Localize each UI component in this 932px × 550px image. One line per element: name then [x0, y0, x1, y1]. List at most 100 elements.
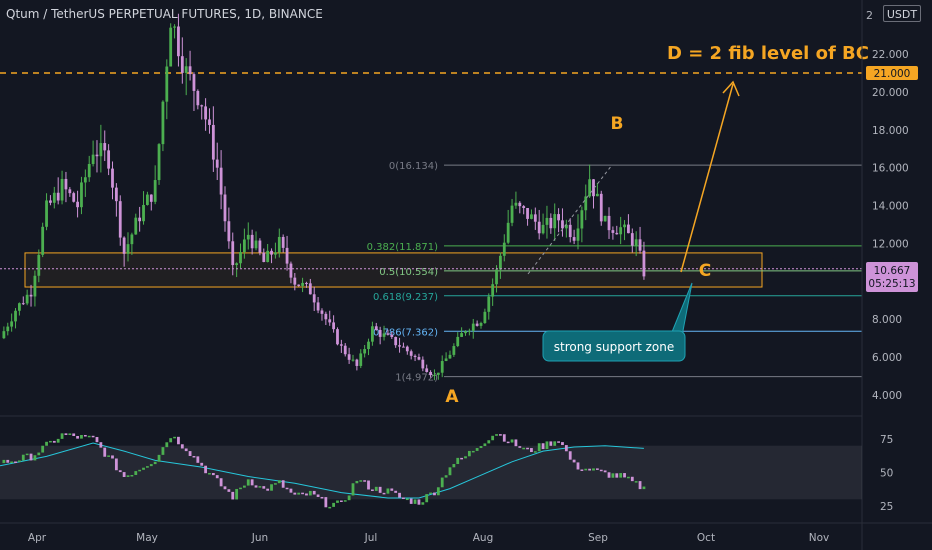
- time-tick: Nov: [809, 532, 830, 544]
- rsi-bar: [254, 485, 258, 488]
- candle-body: [394, 336, 398, 346]
- rsi-bar: [553, 441, 557, 446]
- candle-body: [76, 201, 79, 208]
- candle-body: [305, 282, 308, 284]
- candle-body: [611, 230, 615, 233]
- chart-title: Qtum / TetherUS PERPETUAL FUTURES, 1D, B…: [6, 7, 323, 21]
- rsi-bar: [475, 448, 479, 451]
- candle-body: [588, 179, 592, 197]
- projection-arrow-head: [722, 80, 740, 97]
- rsi-bar: [332, 502, 336, 507]
- candle-body: [192, 74, 196, 91]
- candle-body: [64, 178, 68, 190]
- rsi-bar: [545, 441, 549, 450]
- rsi-bar: [630, 476, 634, 482]
- ab-trend-dash: [527, 164, 613, 275]
- candle-body: [130, 234, 134, 245]
- rsi-bar: [537, 443, 541, 452]
- rsi-bar: [250, 479, 254, 486]
- rsi-bar: [274, 483, 277, 485]
- candle-body: [541, 224, 545, 234]
- candle-body: [6, 326, 10, 332]
- rsi-bar: [301, 492, 304, 495]
- candle-body: [161, 101, 165, 145]
- candle-body: [382, 333, 386, 337]
- rsi-bar: [533, 451, 537, 453]
- rsi-bar: [386, 488, 390, 494]
- time-tick: Aug: [473, 532, 494, 544]
- rsi-moving-average: [0, 442, 644, 499]
- rsi-bar: [339, 500, 343, 502]
- candle-body: [595, 193, 599, 197]
- rsi-bar: [227, 489, 231, 492]
- rsi-bar: [215, 475, 219, 479]
- rsi-bar: [208, 473, 211, 475]
- rsi-bar: [231, 491, 235, 500]
- candle-body: [561, 220, 564, 229]
- candle-body: [223, 194, 227, 222]
- price-tick: 8.000: [872, 314, 902, 326]
- rsi-bar: [359, 480, 363, 482]
- rsi-bar: [382, 492, 386, 495]
- rsi-bar: [49, 440, 52, 443]
- rsi-bar: [576, 462, 580, 470]
- currency-button[interactable]: USDT: [883, 5, 921, 22]
- fib-level-label: 0.382(11.871): [367, 242, 439, 253]
- rsi-bar: [374, 486, 378, 491]
- rsi-tick: 75: [880, 434, 893, 446]
- candle-body: [572, 237, 576, 241]
- candle-body: [615, 232, 619, 235]
- rsi-bar: [634, 481, 638, 483]
- rsi-bar: [429, 492, 432, 495]
- rsi-bar: [21, 454, 25, 461]
- rsi-bar: [316, 494, 320, 497]
- candle-body: [630, 233, 634, 246]
- rsi-axis: 75 50 25: [880, 434, 893, 513]
- candle-body: [398, 345, 401, 347]
- rsi-bar: [277, 480, 281, 484]
- rsi-bar: [561, 442, 564, 446]
- rsi-bar: [370, 489, 374, 491]
- candle-body: [80, 182, 83, 208]
- candle-body: [487, 296, 491, 312]
- price-tick: 16.000: [872, 163, 909, 175]
- candle-body: [126, 244, 130, 254]
- candle-body: [254, 240, 258, 249]
- rsi-bar: [491, 435, 495, 441]
- candle-body: [118, 201, 122, 238]
- callout-box[interactable]: [542, 330, 686, 362]
- rsi-bar: [308, 490, 312, 496]
- candle-body: [367, 341, 370, 350]
- rsi-bar: [95, 437, 99, 443]
- rsi-bar: [235, 488, 239, 500]
- candle-body: [293, 277, 297, 285]
- candle-body: [444, 358, 448, 362]
- rsi-bar: [595, 468, 599, 470]
- candle-body: [60, 178, 64, 201]
- price-axis-top-label: 2: [866, 9, 873, 22]
- candle-body: [347, 354, 351, 360]
- candle-body: [429, 372, 432, 376]
- candlestick-series: [2, 13, 646, 381]
- candle-body: [460, 333, 464, 337]
- candle-body: [49, 200, 52, 203]
- rsi-bar: [118, 470, 122, 473]
- candle-body: [355, 359, 359, 366]
- rsi-bar: [72, 433, 76, 436]
- rsi-bar: [355, 480, 359, 484]
- rsi-bar: [336, 500, 339, 503]
- rsi-bar: [196, 456, 200, 463]
- candle-body: [320, 310, 324, 314]
- candle-body: [246, 234, 250, 240]
- candle-body: [537, 221, 541, 234]
- candle-body: [336, 329, 339, 345]
- rsi-bar: [433, 492, 436, 496]
- rsi-bar: [29, 453, 33, 461]
- rsi-line: [2, 433, 646, 509]
- price-tick: 18.000: [872, 125, 909, 137]
- candle-body: [211, 124, 215, 160]
- candle-body: [308, 283, 312, 295]
- rsi-bar: [363, 480, 367, 482]
